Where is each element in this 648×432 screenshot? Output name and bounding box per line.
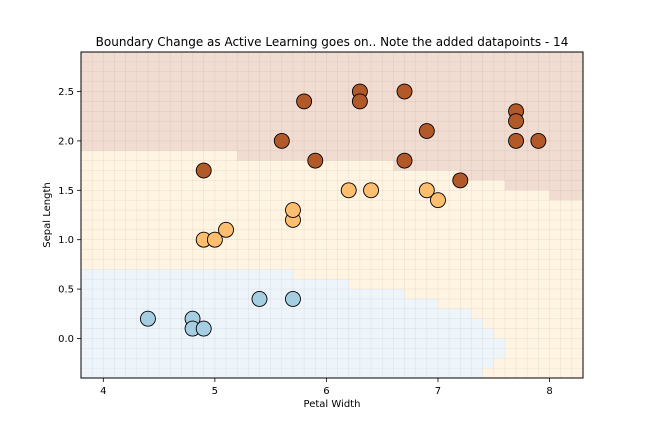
data-point-class0: [195, 320, 212, 337]
y-axis-label: Sepal Length: [42, 182, 53, 247]
x-tick-label: 5: [212, 386, 218, 397]
y-tick-label: 2.0: [58, 136, 74, 147]
region-class2: [81, 52, 583, 201]
data-point-class1: [363, 182, 379, 199]
y-axis-ticks: 0.0 0.5 1.0 1.5 2.0 2.5: [58, 87, 81, 345]
x-tick-label: 7: [435, 386, 441, 397]
data-point-class1: [340, 182, 357, 199]
data-point-class1: [218, 221, 234, 238]
y-tick-label: 0.0: [58, 334, 74, 345]
data-point-class0: [251, 291, 268, 307]
data-point-class1: [418, 182, 435, 199]
x-tick-label: 6: [323, 386, 329, 397]
data-point-class2: [530, 132, 547, 149]
data-point-class2: [418, 123, 435, 139]
data-point-class2: [296, 93, 313, 110]
data-point-class2: [195, 162, 212, 179]
data-point-class1: [430, 192, 446, 209]
data-point-class2: [396, 83, 413, 100]
data-point-class2: [508, 132, 525, 149]
data-point-class2: [351, 93, 368, 110]
data-point-class1: [285, 202, 301, 219]
x-tick-label: 4: [100, 386, 106, 397]
data-point-class2: [396, 152, 413, 169]
y-tick-label: 2.5: [58, 87, 74, 98]
x-axis-ticks: 4 5 6 7 8: [100, 378, 553, 397]
axes-frame: [80, 51, 584, 379]
x-axis-label: Petal Width: [304, 399, 361, 410]
data-point-class2: [452, 172, 469, 189]
y-tick-label: 1.0: [58, 235, 74, 246]
data-point-class1: [206, 231, 223, 248]
data-point-class0: [285, 291, 301, 307]
region-class0: [81, 269, 505, 378]
plot-area: [81, 52, 583, 378]
data-point-class2: [307, 152, 324, 169]
x-tick-label: 8: [546, 386, 552, 397]
data-points: [139, 83, 547, 337]
y-tick-label: 1.5: [58, 186, 74, 197]
y-tick-label: 0.5: [58, 285, 74, 296]
chart-title: Boundary Change as Active Learning goes …: [96, 35, 569, 49]
data-point-class2: [508, 113, 525, 130]
data-point-class0: [139, 310, 156, 327]
decision-mesh: [81, 52, 583, 378]
data-point-class2: [273, 132, 290, 149]
